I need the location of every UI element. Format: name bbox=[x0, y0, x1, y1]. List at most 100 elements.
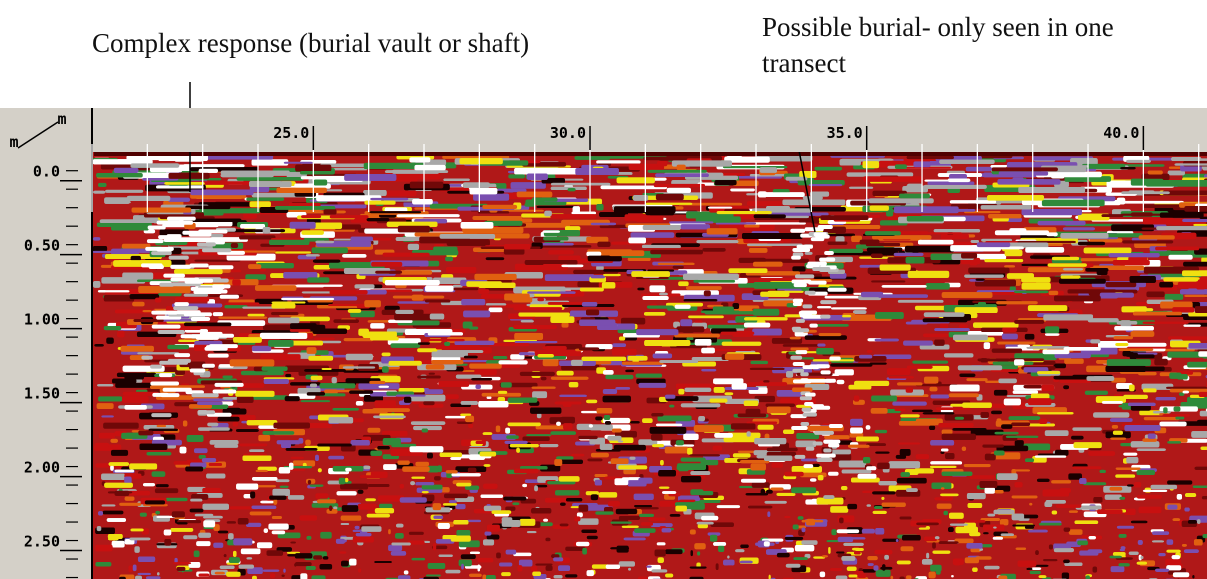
texture bbox=[1171, 156, 1202, 162]
texture bbox=[312, 328, 347, 334]
texture bbox=[155, 297, 162, 303]
texture bbox=[517, 565, 523, 572]
texture bbox=[115, 382, 152, 388]
texture bbox=[615, 508, 638, 515]
texture bbox=[964, 274, 1004, 278]
texture bbox=[905, 575, 912, 579]
texture bbox=[317, 443, 352, 447]
texture bbox=[621, 361, 664, 365]
texture bbox=[1119, 548, 1125, 552]
texture bbox=[526, 531, 537, 534]
texture bbox=[790, 347, 809, 351]
texture bbox=[361, 526, 382, 532]
texture bbox=[723, 559, 735, 566]
texture bbox=[395, 309, 414, 314]
texture bbox=[810, 191, 830, 197]
texture bbox=[943, 353, 974, 358]
texture bbox=[519, 518, 536, 526]
texture bbox=[270, 237, 305, 241]
texture bbox=[603, 273, 621, 277]
texture bbox=[732, 453, 751, 458]
texture bbox=[877, 462, 890, 470]
texture bbox=[905, 387, 914, 393]
texture bbox=[1004, 249, 1023, 257]
texture bbox=[918, 527, 928, 530]
texture bbox=[1054, 352, 1091, 359]
texture bbox=[130, 255, 141, 261]
texture bbox=[298, 438, 304, 444]
texture bbox=[651, 434, 663, 441]
texture bbox=[1084, 390, 1108, 395]
texture bbox=[357, 489, 364, 494]
texture bbox=[1027, 305, 1068, 311]
texture bbox=[691, 356, 729, 361]
texture bbox=[262, 569, 280, 572]
texture bbox=[804, 553, 811, 559]
texture bbox=[329, 290, 368, 295]
texture bbox=[866, 443, 886, 446]
texture bbox=[156, 515, 176, 518]
texture bbox=[156, 424, 167, 428]
texture bbox=[222, 375, 233, 379]
texture bbox=[410, 421, 446, 425]
texture bbox=[903, 340, 933, 346]
texture bbox=[481, 392, 522, 397]
texture bbox=[586, 309, 600, 316]
texture bbox=[341, 560, 349, 567]
texture bbox=[915, 576, 927, 579]
texture bbox=[452, 284, 463, 288]
texture bbox=[1114, 326, 1154, 331]
texture bbox=[271, 311, 299, 316]
texture bbox=[239, 443, 268, 447]
texture bbox=[760, 291, 790, 297]
texture bbox=[656, 542, 666, 546]
texture bbox=[233, 337, 262, 343]
texture bbox=[659, 360, 699, 363]
texture bbox=[462, 369, 476, 373]
texture bbox=[608, 501, 620, 507]
texture bbox=[409, 181, 444, 189]
texture bbox=[332, 407, 360, 411]
texture bbox=[306, 392, 326, 396]
texture bbox=[268, 523, 289, 530]
texture bbox=[675, 440, 684, 446]
texture bbox=[326, 509, 338, 514]
texture bbox=[518, 352, 535, 356]
texture bbox=[174, 269, 223, 275]
texture bbox=[972, 548, 980, 552]
texture bbox=[789, 336, 801, 340]
texture bbox=[366, 218, 390, 222]
texture bbox=[236, 483, 259, 490]
texture bbox=[957, 365, 1003, 371]
texture bbox=[792, 387, 813, 393]
texture bbox=[868, 198, 934, 204]
texture bbox=[839, 159, 861, 166]
texture bbox=[834, 369, 854, 376]
texture bbox=[143, 483, 155, 487]
texture bbox=[377, 495, 405, 502]
texture bbox=[169, 259, 186, 267]
texture bbox=[98, 396, 123, 402]
texture bbox=[101, 473, 126, 481]
texture bbox=[857, 251, 899, 256]
texture bbox=[301, 215, 322, 219]
texture bbox=[421, 428, 428, 433]
texture bbox=[732, 180, 759, 187]
texture bbox=[797, 516, 804, 520]
texture bbox=[1152, 531, 1170, 535]
texture bbox=[358, 568, 362, 573]
texture bbox=[994, 490, 1004, 494]
texture bbox=[1059, 379, 1091, 383]
texture bbox=[469, 188, 498, 195]
texture bbox=[894, 164, 907, 170]
texture bbox=[417, 348, 442, 353]
texture bbox=[680, 224, 710, 230]
texture bbox=[527, 291, 576, 294]
texture bbox=[746, 431, 751, 437]
texture bbox=[369, 211, 422, 214]
texture bbox=[198, 532, 211, 538]
texture bbox=[795, 440, 817, 448]
texture bbox=[627, 257, 651, 261]
texture bbox=[914, 305, 949, 311]
